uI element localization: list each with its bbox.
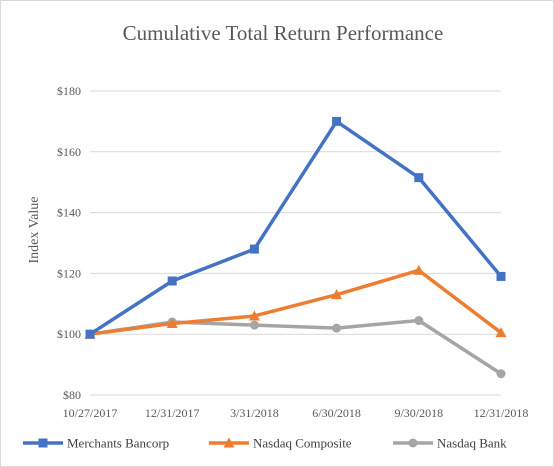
legend-item: Merchants Bancorp [23,436,169,451]
data-point [332,116,342,126]
x-axis-ticks: 10/27/2017 12/31/2017 3/31/2018 6/30/2018 9/… [63,406,529,420]
x-tick-label: 12/31/2017 [145,406,200,420]
legend-marker [223,437,235,448]
chart-title: Cumulative Total Return Performance [123,21,444,45]
y-tick-label: $180 [57,84,81,98]
legend-item: Nasdaq Composite [209,436,352,451]
legend-label: Nasdaq Composite [253,436,352,451]
y-axis-title: Index Value [27,197,42,264]
y-tick-label: $140 [57,206,81,220]
data-point [414,173,424,183]
series-line [88,318,503,376]
data-point [167,276,177,286]
y-tick-label: $100 [57,327,81,341]
x-tick-label: 6/30/2018 [312,406,361,420]
legend-item: Nasdaq Bank [393,436,507,451]
data-point [414,316,424,326]
series-group [84,116,507,379]
legend-label: Merchants Bancorp [67,436,169,451]
y-tick-label: $160 [57,145,81,159]
x-tick-label: 3/31/2018 [230,406,279,420]
data-point [249,244,259,254]
series-merchants-bancorp [85,116,506,339]
legend-label: Nasdaq Bank [437,436,507,451]
data-point [413,264,425,275]
x-tick-label: 12/31/2018 [474,406,529,420]
x-tick-label: 9/30/2018 [394,406,443,420]
series-line [88,119,503,336]
data-point [166,318,178,329]
series-line [88,268,503,336]
data-point [495,327,507,338]
gridlines [90,90,501,396]
y-axis-ticks: $80 $100 $120 $140 $160 $180 [57,84,81,402]
legend-marker [408,438,418,448]
x-tick-label: 10/27/2017 [63,406,118,420]
data-point [249,320,259,330]
legend: Merchants Bancorp Nasdaq Composite Nasdaq … [23,436,507,451]
data-point [331,289,343,300]
y-tick-label: $80 [63,388,81,402]
legend-marker [38,438,48,448]
y-tick-label: $120 [57,266,81,280]
data-point [85,329,95,339]
data-point [248,310,260,321]
data-point [496,271,506,281]
data-point [332,323,342,333]
data-point [496,369,506,379]
